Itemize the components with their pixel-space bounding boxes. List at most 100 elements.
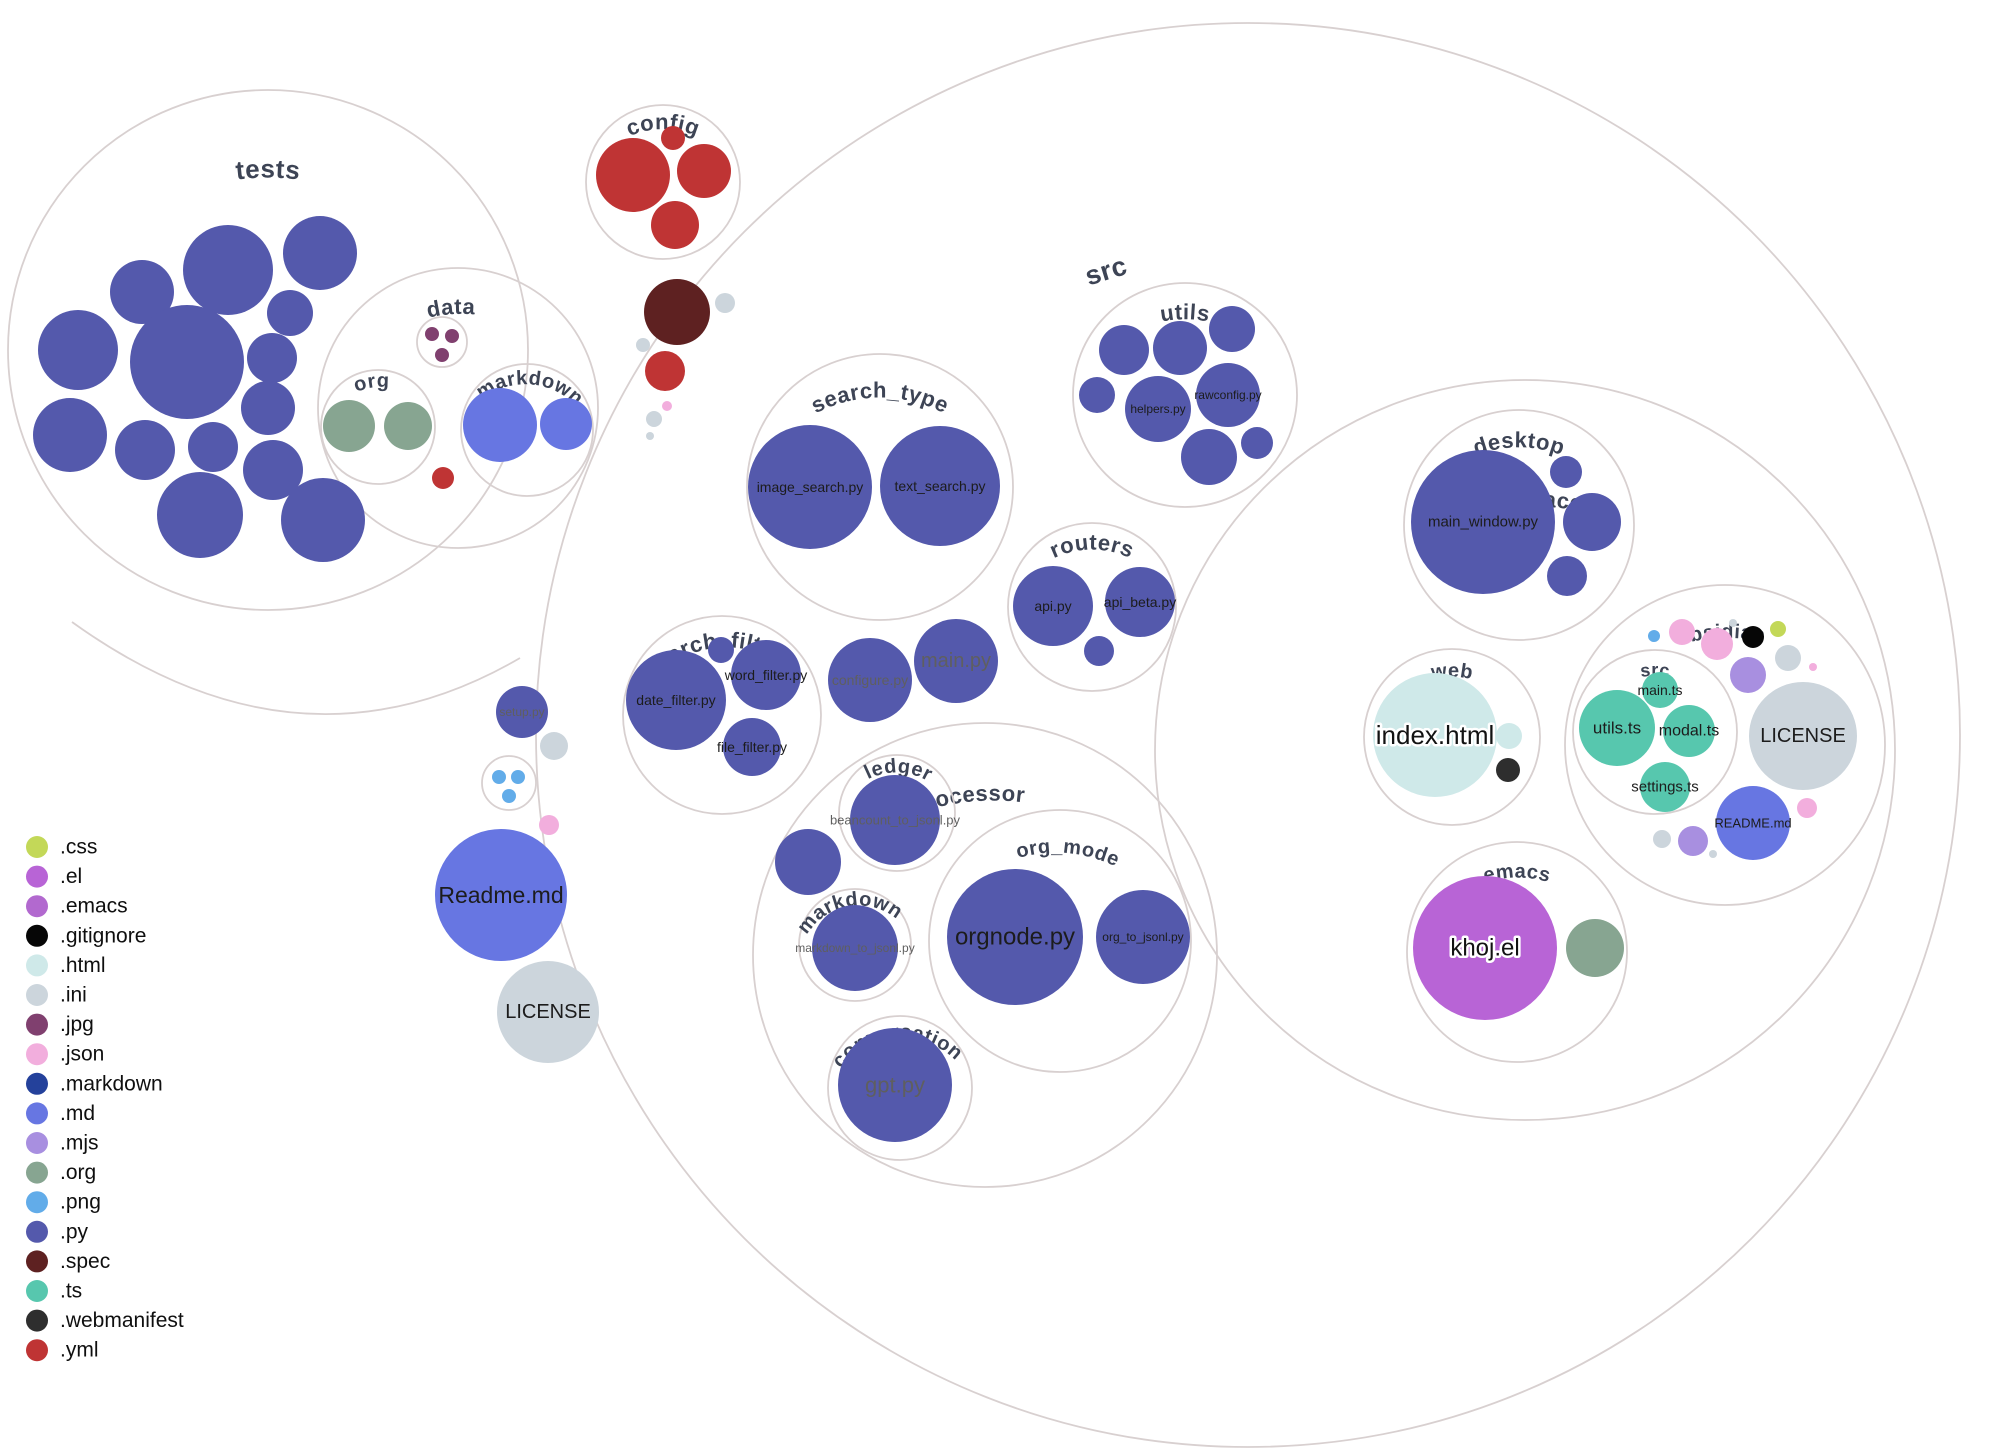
file-circle-beancount-to-jsonl-py — [850, 775, 940, 865]
file-circle-desktop-py-1 — [1550, 456, 1582, 488]
legend-label-el: .el — [60, 865, 82, 888]
file-label-date-filter-py: date_filter.py — [636, 692, 715, 708]
file-circle-tests-py-14 — [281, 478, 365, 562]
file-circle-image-search-py — [748, 425, 872, 549]
file-label-api-beta-py: api_beta.py — [1104, 594, 1176, 610]
legend-label-html: .html — [60, 954, 106, 977]
folder-circle-root-png-dir — [481, 755, 537, 811]
file-label-file-filter-py: file_filter.py — [717, 739, 787, 755]
legend-label-jpg: .jpg — [60, 1013, 94, 1036]
file-label-main-py: main.py — [921, 650, 991, 672]
file-circle-obsidian-json-3 — [1809, 663, 1817, 671]
file-circle-config-yml-1 — [596, 138, 670, 212]
legend-swatch-gitignore — [26, 924, 48, 947]
legend-swatch-md — [26, 1102, 48, 1125]
legend-swatch-jpg — [26, 1013, 48, 1036]
file-circle-root-png-2 — [511, 770, 525, 784]
file-circle-data-org-1 — [323, 400, 375, 452]
file-circle-api-py — [1013, 566, 1093, 646]
file-circle-tests-py-04 — [38, 310, 118, 390]
file-circle-tests-py-10 — [115, 420, 175, 480]
file-circle-tests-py-01 — [183, 225, 273, 315]
file-circle-tests-py-08 — [241, 381, 295, 435]
folder-circle-data-markdown — [460, 363, 594, 497]
legend-swatch-ini — [26, 984, 48, 1006]
file-circle-tests-py-03 — [110, 260, 174, 324]
file-circle-obsidian-ini-1 — [1729, 619, 1737, 627]
folder-circle-config — [585, 104, 741, 260]
legend-label-json: .json — [60, 1043, 104, 1066]
legend-label-md: .md — [60, 1102, 95, 1125]
legend-label-org: .org — [60, 1161, 96, 1184]
file-circle-date-filter-py — [626, 650, 726, 750]
legend-label-py: .py — [60, 1220, 89, 1243]
legend-label-emacs: .emacs — [60, 895, 128, 918]
file-circle-obsidian-css — [1770, 621, 1786, 637]
legend-item-mjs: .mjs — [26, 1132, 99, 1155]
folder-circle-conversation — [827, 1015, 973, 1161]
file-circle-config-yml-3 — [677, 144, 731, 198]
folder-circle-data-org — [320, 369, 436, 485]
folder-circle-search_type — [746, 353, 1014, 621]
folder-circle-desktop — [1403, 409, 1635, 641]
file-circle-api-beta-py — [1105, 567, 1175, 637]
file-circle-tests-py-12 — [243, 440, 303, 500]
legend-item-py: .py — [26, 1220, 89, 1243]
file-label-rawconfig-py: rawconfig.py — [1194, 388, 1261, 402]
legend-swatch-webmanifest — [26, 1309, 48, 1332]
file-label-license-root: LICENSE — [505, 1001, 591, 1023]
file-circle-gpt-py — [838, 1028, 952, 1142]
file-label-main-ts: main.ts — [1637, 682, 1682, 698]
file-circle-desktop-py-3 — [1547, 556, 1587, 596]
file-circle-data-md-2 — [540, 398, 592, 450]
folder-circle-obsidian — [1564, 584, 1886, 906]
legend-swatch-org — [26, 1161, 48, 1184]
file-circle-obsidian-mjs-2 — [1678, 826, 1708, 856]
file-label-gpt-py: gpt.py — [865, 1073, 925, 1098]
file-label-image-search-py: image_search.py — [757, 479, 864, 495]
file-circle-processor-py — [775, 829, 841, 895]
file-circle-utils-py-1 — [1099, 325, 1149, 375]
file-circle-helpers-py — [1125, 376, 1191, 442]
folder-circle-search_filter — [622, 615, 822, 815]
file-label-org-to-jsonl-py: org_to_jsonl.py — [1102, 930, 1183, 944]
file-circle-root-png-3 — [502, 789, 516, 803]
legend-item-spec: .spec — [26, 1250, 110, 1273]
file-label-khoj-el: khoj.el — [1450, 935, 1519, 962]
file-circle-tests-py-07 — [247, 333, 297, 383]
file-circle-search-filter-py — [708, 637, 734, 663]
file-circle-setup-py — [496, 686, 548, 738]
file-circle-web-webmanifest — [1496, 758, 1520, 782]
file-circle-config-yml-2 — [661, 126, 685, 150]
file-circle-web-html-2 — [1496, 723, 1522, 749]
file-circle-obsidian-json-4 — [1797, 798, 1817, 818]
folder-circle-ledger — [838, 754, 956, 872]
file-circle-khoj-el — [1413, 876, 1557, 1020]
legend-item-markdown: .markdown — [26, 1072, 163, 1095]
file-circle-utils-py-2 — [1153, 321, 1207, 375]
file-label-helpers-py: helpers.py — [1130, 402, 1185, 416]
file-label-index-html: index.html — [1376, 720, 1495, 750]
folder-label-tests: tests — [234, 154, 302, 186]
file-circle-root-ini-1 — [715, 293, 735, 313]
file-circle-desktop-py-2 — [1563, 493, 1621, 551]
legend-swatch-spec — [26, 1250, 48, 1273]
file-circle-main-py — [914, 619, 998, 703]
file-label-readme-md: Readme.md — [438, 882, 563, 908]
legend-item-html: .html — [26, 954, 106, 977]
folder-label-data-org: org — [351, 370, 390, 397]
legend-label-mjs: .mjs — [60, 1132, 99, 1155]
legend-label-ini: .ini — [60, 984, 87, 1007]
legend-item-el: .el — [26, 865, 82, 888]
file-circle-settings-ts — [1640, 762, 1690, 812]
legend-item-ini: .ini — [26, 984, 87, 1007]
legend-item-org: .org — [26, 1161, 96, 1184]
legend-item-ts: .ts — [26, 1280, 82, 1303]
file-circle-root-ini-2 — [636, 338, 650, 352]
file-circle-text-search-py — [880, 426, 1000, 546]
file-circle-readme-md — [435, 829, 567, 961]
file-circle-root-yml — [645, 351, 685, 391]
file-label-main-window-py: main_window.py — [1428, 514, 1539, 531]
